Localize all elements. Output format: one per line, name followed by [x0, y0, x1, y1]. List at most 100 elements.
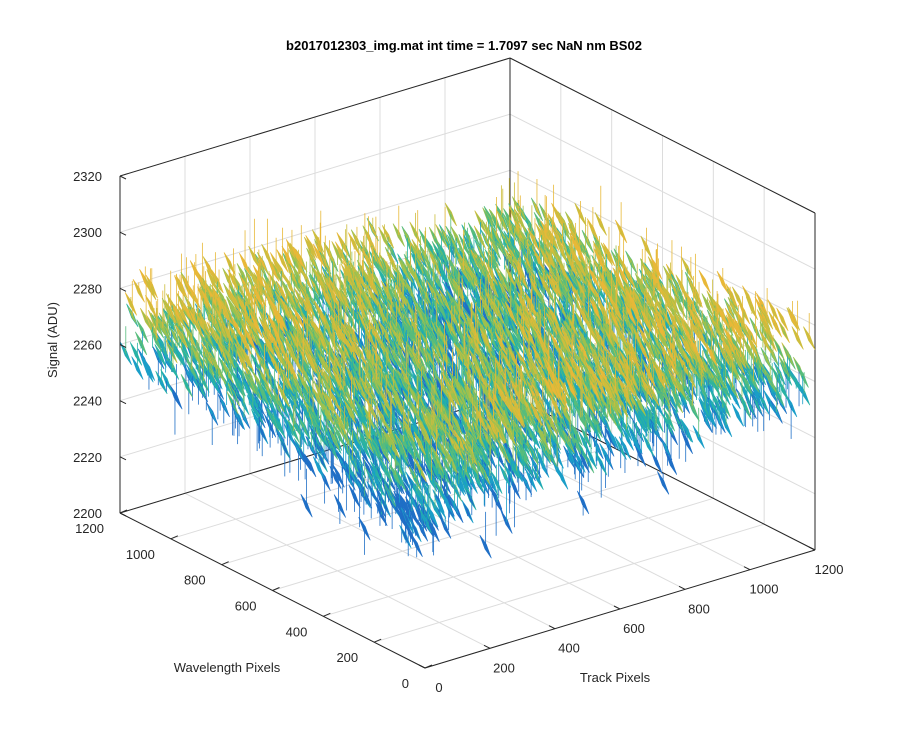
- surface-patch: [409, 221, 422, 246]
- surface-patch: [369, 311, 382, 336]
- surface-patch: [549, 273, 562, 297]
- surface-patch: [530, 197, 544, 222]
- surface-patch: [625, 250, 638, 275]
- surface-patch: [320, 355, 333, 379]
- surface-patch: [224, 357, 237, 381]
- surface-patch: [313, 300, 326, 324]
- surface-patch: [144, 276, 157, 301]
- floor-gridline-y: [323, 497, 714, 617]
- surface-patch: [189, 260, 202, 284]
- surface-patch: [217, 393, 230, 418]
- surface-patch: [302, 293, 315, 317]
- surface-patch: [168, 324, 181, 348]
- box-edge: [119, 57, 511, 177]
- surface-patch: [574, 202, 587, 227]
- surface-patch: [284, 328, 297, 352]
- surface-patch: [232, 373, 245, 398]
- surface-patch: [267, 329, 280, 353]
- surface-patch: [385, 296, 398, 321]
- surface-patch: [411, 239, 424, 263]
- surface-patch: [435, 224, 448, 248]
- surface-patch: [288, 388, 301, 413]
- surface-plot: [119, 171, 816, 559]
- surface-patch: [395, 266, 408, 290]
- surface-patch: [433, 285, 446, 310]
- surface-patch: [135, 331, 148, 356]
- surface-patch: [201, 342, 214, 366]
- surface-patch: [231, 405, 244, 430]
- surface-patch: [446, 318, 460, 342]
- surface-patch: [365, 282, 378, 306]
- surface-patch: [312, 243, 325, 268]
- surface-patch: [151, 314, 164, 339]
- surface-patch: [464, 268, 477, 293]
- chart-title: b2017012303_img.mat int time = 1.7097 se…: [286, 38, 642, 53]
- surface-patch: [496, 209, 509, 234]
- surface-patch: [556, 241, 569, 265]
- surface-patch: [339, 288, 352, 312]
- floor-gridline-y: [272, 472, 663, 591]
- surface-patch: [226, 296, 239, 320]
- surface-patch: [391, 314, 404, 339]
- surface-patch: [155, 370, 168, 395]
- surface-patch: [495, 268, 508, 292]
- surface-patch: [495, 203, 508, 228]
- surface-patch: [180, 271, 193, 296]
- surface-patch: [293, 246, 306, 271]
- backwall-gridline-z: [119, 113, 511, 233]
- surface-patch: [400, 318, 413, 342]
- surface-patch: [350, 229, 364, 253]
- surface-patch: [575, 233, 588, 257]
- surface-patch: [435, 317, 449, 342]
- surface-patch: [245, 321, 258, 346]
- surface-patch: [284, 340, 297, 365]
- surface-patch: [272, 344, 285, 368]
- surface-patch: [474, 210, 487, 234]
- surface-patch: [297, 344, 310, 369]
- surface-patch: [243, 370, 256, 394]
- surface-patch: [132, 279, 145, 303]
- surface-patch: [575, 256, 588, 281]
- surface-patch: [512, 242, 525, 267]
- surface-patch: [284, 285, 297, 309]
- surface-patch: [546, 273, 559, 297]
- surface-patch: [513, 256, 527, 280]
- surface-patch: [493, 293, 506, 318]
- surface-patch: [251, 328, 264, 353]
- surface-patch: [281, 245, 294, 270]
- surface-patch: [574, 261, 587, 286]
- surface-patch: [276, 249, 289, 273]
- surface-patch: [232, 274, 245, 298]
- surface-patch: [306, 247, 319, 272]
- surface-patch: [489, 236, 502, 260]
- surface-patch: [264, 391, 278, 416]
- surface-patch: [180, 374, 193, 398]
- surface-patch: [262, 379, 275, 403]
- box-edge: [509, 57, 816, 214]
- surface-patch: [374, 281, 387, 305]
- sidewall-gridline-z: [509, 113, 816, 270]
- surface-patch: [252, 264, 265, 289]
- surface-patch: [602, 242, 616, 267]
- surface-patch: [698, 269, 711, 294]
- surface-patch: [313, 268, 326, 292]
- surface-patch: [340, 339, 353, 363]
- surface-patch: [557, 259, 570, 283]
- surface-patch: [249, 376, 262, 401]
- surface-patch: [300, 267, 313, 291]
- surface-patch: [486, 251, 499, 275]
- floor-gridline-y: [374, 523, 765, 643]
- surface-patch: [320, 286, 334, 311]
- surface-patch: [206, 269, 219, 293]
- surface-patch: [333, 283, 347, 308]
- surface-patch: [166, 356, 180, 380]
- surface-patch: [229, 289, 242, 314]
- surface-patch: [262, 332, 275, 357]
- surface-patch: [346, 340, 359, 364]
- surface-patch: [158, 339, 171, 364]
- surface-patch: [129, 342, 143, 366]
- surface-patch: [479, 293, 492, 318]
- surface-patch: [392, 223, 405, 247]
- surface-patch: [516, 265, 529, 290]
